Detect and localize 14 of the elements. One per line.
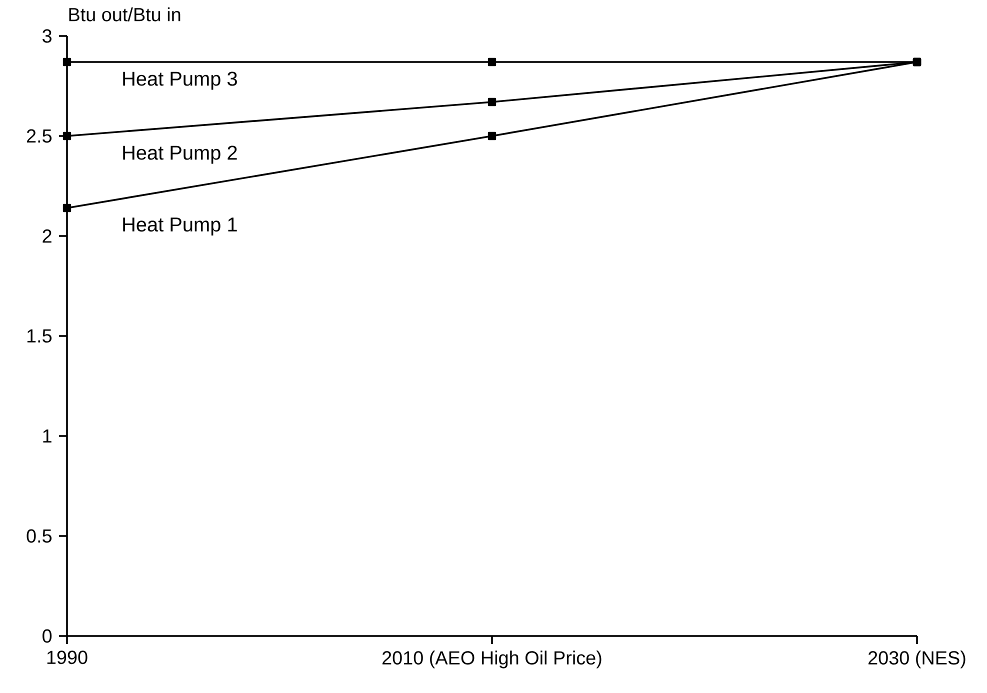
series-label: Heat Pump 3 — [123, 72, 237, 90]
x-tick-label: 1990 — [47, 650, 88, 664]
y-tick-label: 2.5 — [26, 129, 52, 143]
x-tick-label: 2030 (NES) — [868, 650, 966, 668]
y-tick-label: 1 — [43, 429, 52, 443]
y-tick-label: 2 — [42, 229, 52, 243]
y-tick-label: 1.5 — [27, 329, 52, 343]
y-tick-label: 3 — [42, 29, 52, 43]
y-axis-title: Btu out/Btu in — [69, 7, 180, 22]
x-tick-label: 2010 (AEO High Oil Price) — [382, 650, 602, 668]
y-tick-label: 0.5 — [26, 529, 52, 543]
series-label: Heat Pump 1 — [123, 218, 237, 236]
series-label: Heat Pump 2 — [123, 146, 237, 164]
y-tick-label: 0 — [42, 629, 52, 643]
